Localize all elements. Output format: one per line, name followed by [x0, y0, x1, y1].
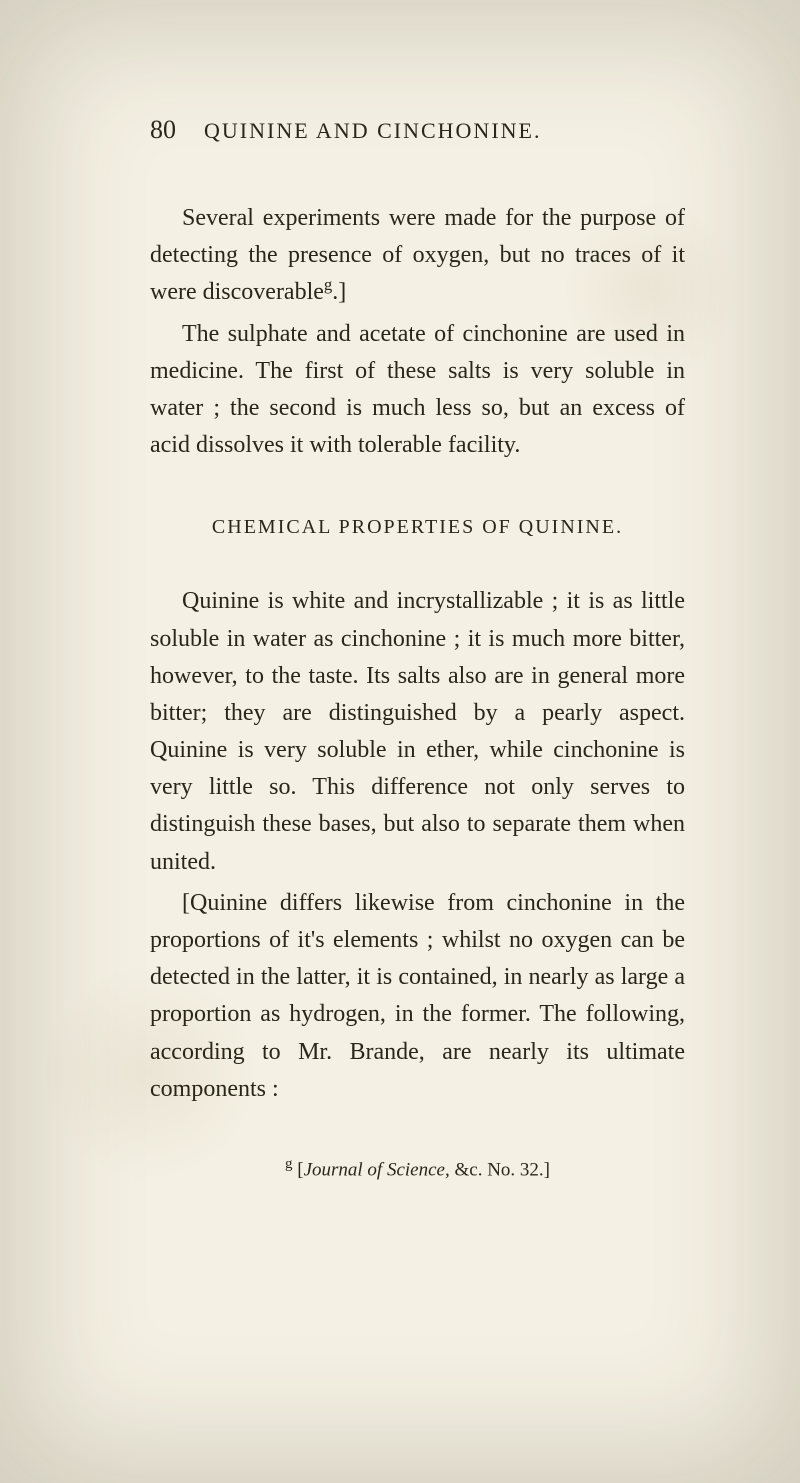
paragraph: The sulphate and acetate of cinchonine a…	[150, 316, 685, 465]
paragraph: [Quinine differs likewise from cinchonin…	[150, 885, 685, 1108]
section-heading: CHEMICAL PROPERTIES OF QUININE.	[150, 512, 685, 543]
paragraph: Quinine is white and incrystallizable ; …	[150, 583, 685, 881]
running-head: QUININE AND CINCHONINE.	[204, 118, 541, 144]
page-content: 80 QUININE AND CINCHONINE. Several exper…	[0, 0, 800, 1265]
page-number: 80	[150, 115, 176, 145]
paragraph: Several experiments were made for the pu…	[150, 200, 685, 312]
footnote-suffix: &c. No. 32.]	[450, 1159, 550, 1180]
footnote-marker: g	[285, 1156, 293, 1172]
footnote-italic-title: Journal of Science,	[304, 1159, 450, 1180]
footnote-bracket-open: [	[293, 1159, 304, 1180]
footnote: g [Journal of Science, &c. No. 32.]	[150, 1153, 685, 1185]
body-text: Several experiments were made for the pu…	[150, 200, 685, 1185]
bracket-close: .]	[332, 279, 346, 305]
paragraph-text: Several experiments were made for the pu…	[150, 205, 685, 305]
page-header: 80 QUININE AND CINCHONINE.	[150, 115, 685, 145]
